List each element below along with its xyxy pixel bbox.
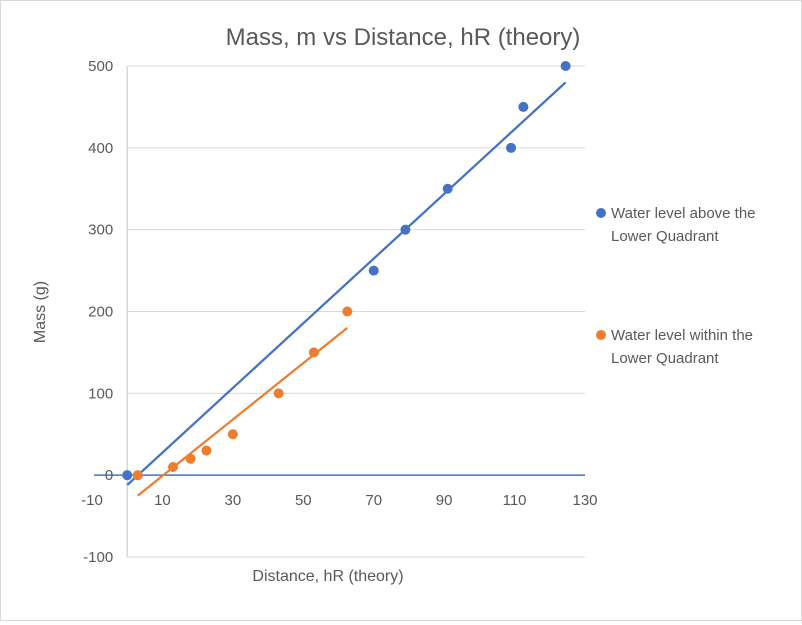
x-tick-label: 10 <box>154 492 171 509</box>
gridlines <box>127 65 585 558</box>
legend-label-series-2: Water level within the <box>611 327 753 344</box>
data-point-series-2 <box>185 453 196 464</box>
data-point-series-1 <box>518 101 529 112</box>
legend-label-series-2: Lower Quadrant <box>611 350 719 367</box>
data-point-series-2 <box>273 388 284 399</box>
data-point-series-2 <box>201 445 212 456</box>
x-tick-label: -10 <box>81 492 103 509</box>
data-point-series-1 <box>560 61 571 71</box>
trendlines <box>126 81 567 497</box>
data-point-series-1 <box>506 142 517 153</box>
data-point-series-2 <box>308 347 319 358</box>
data-point-series-1 <box>442 183 453 194</box>
legend-marker-series-1 <box>596 208 606 218</box>
data-point-series-1 <box>400 224 411 235</box>
legend-marker-series-2 <box>596 330 606 340</box>
data-points <box>122 61 571 481</box>
data-point-series-2 <box>342 306 353 317</box>
y-tick-labels: -100 0 100 200 300 400 500 <box>83 58 113 566</box>
y-tick-label: 300 <box>88 222 113 239</box>
x-tick-label: 110 <box>503 492 527 509</box>
y-tick-label: -100 <box>83 549 113 566</box>
trendline-series-1 <box>126 81 567 486</box>
legend: Water level above the Lower Quadrant Water… <box>596 205 756 367</box>
data-point-series-1 <box>368 265 379 276</box>
data-point-series-1 <box>122 470 133 481</box>
y-tick-label: 100 <box>88 385 113 402</box>
x-tick-label: 50 <box>295 492 312 509</box>
x-tick-labels: -10 10 30 50 70 90 110 130 <box>81 492 597 509</box>
x-axis-title: Distance, hR (theory) <box>252 568 403 585</box>
x-tick-label: 70 <box>365 492 382 509</box>
x-tick-label: 130 <box>572 492 597 509</box>
chart-title: Mass, m vs Distance, hR (theory) <box>226 24 581 51</box>
y-tick-label: 400 <box>88 140 113 157</box>
legend-label-series-1: Water level above the <box>611 205 756 222</box>
data-point-series-2 <box>227 429 238 440</box>
x-tick-label: 90 <box>436 492 453 509</box>
legend-label-series-1: Lower Quadrant <box>611 228 719 245</box>
x-tick-label: 30 <box>225 492 242 509</box>
data-point-series-2 <box>167 461 178 472</box>
y-tick-label: 0 <box>105 467 113 484</box>
y-axis-title: Mass (g) <box>32 281 49 343</box>
data-point-series-2 <box>132 470 143 481</box>
y-tick-label: 500 <box>88 58 113 75</box>
y-tick-label: 200 <box>88 304 113 321</box>
